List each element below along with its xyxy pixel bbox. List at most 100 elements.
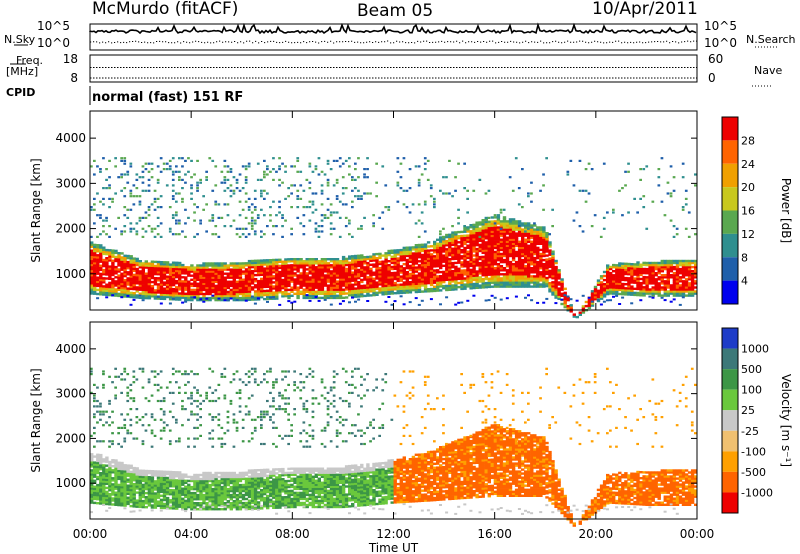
scatter-cell xyxy=(451,286,455,289)
scatter-cell xyxy=(463,187,466,190)
scatter-cell xyxy=(90,455,94,458)
scatter-cell xyxy=(132,375,136,378)
scatter-cell xyxy=(335,181,339,184)
scatter-cell xyxy=(269,265,273,268)
scatter-cell xyxy=(630,293,634,296)
scatter-cell xyxy=(508,273,513,276)
scatter-cell xyxy=(493,283,498,286)
scatter-cell xyxy=(211,266,215,269)
scatter-cell xyxy=(190,176,193,179)
scatter-cell xyxy=(90,276,94,279)
scatter-cell xyxy=(439,238,443,241)
scatter-cell xyxy=(584,300,589,304)
scatter-cell xyxy=(138,276,142,279)
scatter-cell xyxy=(521,246,525,250)
scatter-cell xyxy=(338,266,343,269)
scatter-cell xyxy=(514,238,519,241)
scatter-cell xyxy=(171,189,175,192)
scatter-cell xyxy=(521,240,525,243)
scatter-cell xyxy=(235,280,240,283)
scatter-cell xyxy=(138,203,142,206)
scatter-cell xyxy=(557,269,561,272)
scatter-cell xyxy=(657,292,661,295)
scatter-cell xyxy=(132,495,136,498)
scatter-cell xyxy=(551,272,555,276)
scatter-cell xyxy=(539,242,543,245)
scatter-cell xyxy=(554,261,558,265)
scatter-cell xyxy=(612,292,616,295)
scatter-cell xyxy=(423,203,427,206)
scatter-cell xyxy=(451,195,454,198)
scatter-cell xyxy=(524,296,527,299)
scatter-cell xyxy=(545,284,549,288)
scatter-cell xyxy=(269,297,273,300)
scatter-cell xyxy=(402,283,406,286)
scatter-cell xyxy=(199,272,203,275)
scatter-cell xyxy=(615,288,619,291)
scatter-cell xyxy=(457,301,461,304)
scatter-cell xyxy=(351,178,354,181)
scatter-cell xyxy=(178,233,181,236)
scatter-cell xyxy=(675,263,680,267)
scatter-cell xyxy=(108,503,112,506)
scatter-cell xyxy=(235,296,240,300)
scatter-cell xyxy=(326,288,331,291)
scatter-cell xyxy=(533,263,537,266)
scatter-cell xyxy=(530,200,533,203)
scatter-cell xyxy=(205,282,209,285)
scatter-cell xyxy=(111,253,115,256)
scatter-cell xyxy=(405,250,409,253)
scatter-cell xyxy=(575,315,579,319)
scatter-cell xyxy=(372,265,376,268)
scatter-cell xyxy=(396,249,400,252)
scatter-cell xyxy=(256,261,261,264)
scatter-cell xyxy=(266,277,270,280)
scatter-cell xyxy=(636,265,640,268)
scatter-cell xyxy=(93,264,97,267)
scatter-cell xyxy=(278,289,282,292)
scatter-cell xyxy=(602,216,606,219)
scatter-cell xyxy=(484,251,488,254)
scatter-cell xyxy=(129,496,133,500)
scatter-cell xyxy=(684,282,689,285)
scatter-cell xyxy=(211,216,215,219)
scatter-cell xyxy=(326,181,330,184)
scatter-cell xyxy=(536,256,540,260)
scatter-cell xyxy=(499,285,504,288)
scatter-cell xyxy=(414,250,419,253)
scatter-cell xyxy=(272,260,276,264)
scatter-cell xyxy=(472,268,476,271)
scatter-cell xyxy=(229,272,233,275)
scatter-cell xyxy=(472,254,476,257)
scatter-cell xyxy=(548,282,552,285)
scatter-cell xyxy=(99,500,103,503)
scatter-cell xyxy=(536,281,540,284)
scatter-cell xyxy=(120,290,124,294)
scatter-cell xyxy=(502,252,507,256)
scatter-cell xyxy=(457,253,461,256)
scatter-cell xyxy=(296,264,300,267)
scatter-cell xyxy=(639,273,643,277)
scatter-cell xyxy=(102,484,106,487)
scatter-cell xyxy=(196,264,200,267)
scatter-cell xyxy=(311,203,315,206)
scatter-cell xyxy=(278,206,281,209)
scatter-cell xyxy=(448,192,451,195)
scatter-cell xyxy=(196,290,200,294)
scatter-cell xyxy=(475,286,479,289)
scatter-cell xyxy=(117,256,121,259)
scatter-cell xyxy=(472,248,476,251)
scatter-cell xyxy=(90,265,94,269)
scatter-cell xyxy=(469,276,473,280)
scatter-cell xyxy=(375,281,379,284)
scatter-cell xyxy=(451,288,455,291)
scatter-cell xyxy=(618,288,622,292)
scatter-cell xyxy=(414,252,419,255)
scatter-cell xyxy=(138,292,142,295)
scatter-cell xyxy=(660,286,664,289)
scatter-cell xyxy=(99,248,103,251)
scatter-cell xyxy=(108,507,112,509)
scatter-cell xyxy=(93,394,96,397)
scatter-cell xyxy=(660,276,664,279)
scatter-cell xyxy=(105,498,109,502)
